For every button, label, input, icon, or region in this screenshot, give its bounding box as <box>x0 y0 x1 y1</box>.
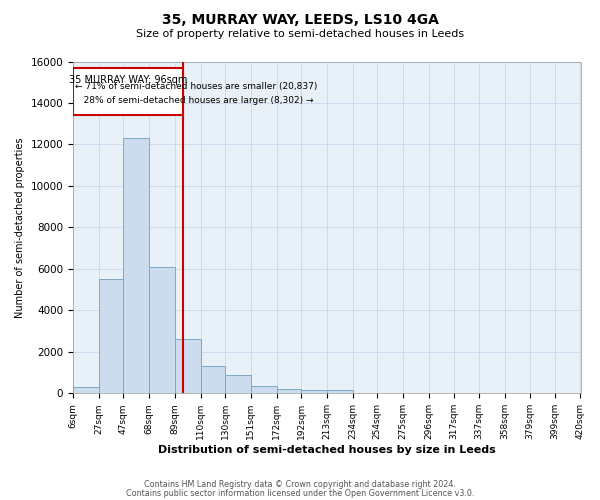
Bar <box>327 390 353 394</box>
X-axis label: Distribution of semi-detached houses by size in Leeds: Distribution of semi-detached houses by … <box>158 445 496 455</box>
Y-axis label: Number of semi-detached properties: Number of semi-detached properties <box>15 137 25 318</box>
Bar <box>301 390 327 394</box>
Text: Contains public sector information licensed under the Open Government Licence v3: Contains public sector information licen… <box>126 489 474 498</box>
Text: Size of property relative to semi-detached houses in Leeds: Size of property relative to semi-detach… <box>136 29 464 39</box>
Bar <box>225 374 251 394</box>
Bar <box>175 340 200 394</box>
Bar <box>73 387 99 394</box>
Text: 35 MURRAY WAY: 96sqm: 35 MURRAY WAY: 96sqm <box>69 75 187 85</box>
Bar <box>123 138 149 394</box>
Text: 35, MURRAY WAY, LEEDS, LS10 4GA: 35, MURRAY WAY, LEEDS, LS10 4GA <box>161 12 439 26</box>
Bar <box>99 280 123 394</box>
Bar <box>277 389 301 394</box>
Bar <box>200 366 225 394</box>
Text: ← 71% of semi-detached houses are smaller (20,837): ← 71% of semi-detached houses are smalle… <box>76 82 318 91</box>
Bar <box>251 386 277 394</box>
Bar <box>73 68 184 116</box>
Text: Contains HM Land Registry data © Crown copyright and database right 2024.: Contains HM Land Registry data © Crown c… <box>144 480 456 489</box>
Text: 28% of semi-detached houses are larger (8,302) →: 28% of semi-detached houses are larger (… <box>76 96 314 106</box>
Bar <box>149 267 175 394</box>
